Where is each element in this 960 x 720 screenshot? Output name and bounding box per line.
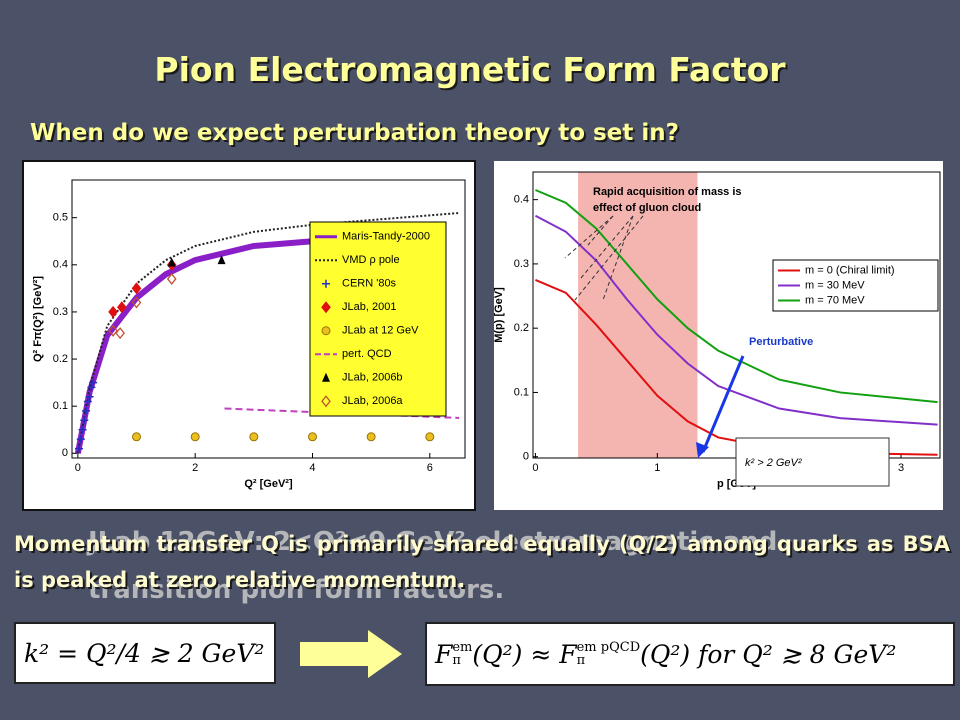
data-line [76, 211, 460, 454]
data-point [115, 327, 125, 340]
legend-marker [321, 395, 331, 408]
data-line [74, 235, 389, 454]
data-point [366, 432, 376, 442]
x-tick-label: 2 [192, 462, 198, 474]
x-tick-label: 1 [654, 462, 660, 474]
data-point [83, 397, 92, 406]
right-plot: 012300.10.20.30.4p [GeV]M(p) [GeV]m = 0 … [493, 161, 943, 510]
x-tick-label: 0 [75, 462, 81, 474]
subtitle: When do we expect perturbation theory to… [30, 120, 679, 146]
annotation-arrow [564, 215, 614, 259]
y-tick-label: 0 [523, 451, 529, 463]
legend-label: pert. QCD [342, 348, 392, 360]
data-point [80, 416, 89, 425]
formula-part: π [452, 653, 461, 668]
blue-arrow-head [696, 442, 709, 458]
data-point [166, 272, 177, 285]
y-tick-label: 0.3 [53, 306, 68, 318]
formula-part: em [452, 640, 473, 655]
legend-label: JLab, 2006b [342, 372, 403, 384]
y-tick-label: 0.2 [53, 353, 68, 365]
data-point [425, 432, 435, 442]
formula-part: F [435, 639, 453, 669]
legend-marker [322, 372, 330, 382]
legend-label: m = 0 (Chiral limit) [805, 264, 895, 276]
data-point [190, 432, 200, 442]
formula-part: π [576, 653, 586, 668]
data-line [534, 214, 938, 426]
formula-box-text: k² > 2 GeV² [745, 457, 802, 469]
data-point [249, 432, 259, 442]
data-point [89, 378, 98, 387]
data-point [217, 255, 226, 265]
legend-label: CERN '80s [342, 278, 397, 290]
legend-label: JLab, 2001 [342, 301, 396, 313]
y-axis-label: Q² Fπ(Q²) [GeV²] [32, 276, 44, 362]
data-point [108, 324, 118, 337]
formula-part: (Q²) ≈ F [472, 639, 577, 669]
y-tick-label: 0.1 [53, 400, 68, 412]
formula-box [735, 437, 890, 487]
arrow [300, 630, 402, 678]
y-tick-label: 0.1 [514, 386, 529, 398]
legend-marker [321, 301, 331, 314]
x-tick-label: 6 [427, 462, 433, 474]
legend-label: JLab, 2006a [342, 395, 403, 407]
data-point [108, 305, 118, 318]
data-point [132, 432, 142, 442]
data-point [131, 296, 142, 309]
y-axis-label: M(p) [GeV] [493, 287, 505, 343]
legend-label: Maris-Tandy-2000 [342, 231, 430, 243]
formula-part: em pQCD [576, 640, 641, 655]
y-tick-label: 0 [62, 447, 68, 459]
data-line [535, 189, 938, 404]
left-plot: 0 2 4 6 0 0.1 0.2 0.3 0.4 0.5 Q² [GeV²] Q² Fπ(Q²) [… [22, 160, 476, 511]
annotation: Rapid acquisition of mass is [593, 186, 742, 198]
data-line [224, 407, 460, 419]
title: Pion Electromagnetic Form Factor [154, 50, 786, 89]
y-tick-label: 0.5 [53, 212, 68, 224]
formula-part: (Q²) for Q² ≳ 8 GeV² [640, 639, 897, 669]
perturbative-label: Perturbative [749, 336, 813, 348]
annotation: effect of gluon cloud [593, 202, 701, 214]
overlay-line: transition pion form factors. [88, 575, 505, 605]
shaded-band [578, 172, 698, 458]
x-axis-label: Q² [GeV²] [244, 478, 293, 490]
data-point [75, 444, 84, 453]
y-tick-label: 0.2 [514, 322, 529, 334]
plot-frame [71, 179, 466, 459]
legend-marker [321, 326, 331, 336]
data-point [167, 257, 176, 267]
legend-box [309, 221, 447, 417]
y-tick-label: 0.3 [514, 258, 529, 270]
data-point [82, 406, 91, 415]
x-tick-label: 0 [532, 462, 538, 474]
annotation-arrow [602, 215, 634, 301]
y-tick-label: 0.4 [514, 194, 529, 206]
legend-label: m = 30 MeV [805, 279, 865, 291]
data-point [78, 425, 87, 434]
overlay-line: JLab 12GeV: 2<Q²<9 GeV² electromagnetic … [88, 527, 778, 557]
annotation-arrow [587, 215, 614, 246]
data-point [117, 301, 127, 314]
data-point [131, 282, 142, 295]
data-point [307, 432, 317, 442]
body-text: Momentum transfer Q is primarily shared … [14, 532, 950, 592]
data-point [87, 383, 96, 392]
y-tick-label: 0.4 [53, 259, 68, 271]
legend-box [772, 259, 939, 312]
legend-marker [322, 279, 330, 288]
legend-label: VMD ρ pole [342, 254, 400, 266]
x-tick-label: 4 [309, 462, 315, 474]
blue-arrow [701, 355, 745, 453]
formula-left: k² = Q²/4 ≳ 2 GeV² [14, 622, 276, 684]
data-point [85, 392, 94, 401]
legend-label: JLab at 12 GeV [342, 325, 419, 337]
x-tick-label: 3 [898, 462, 904, 474]
legend-label: m = 70 MeV [805, 294, 865, 306]
data-point [76, 435, 85, 444]
